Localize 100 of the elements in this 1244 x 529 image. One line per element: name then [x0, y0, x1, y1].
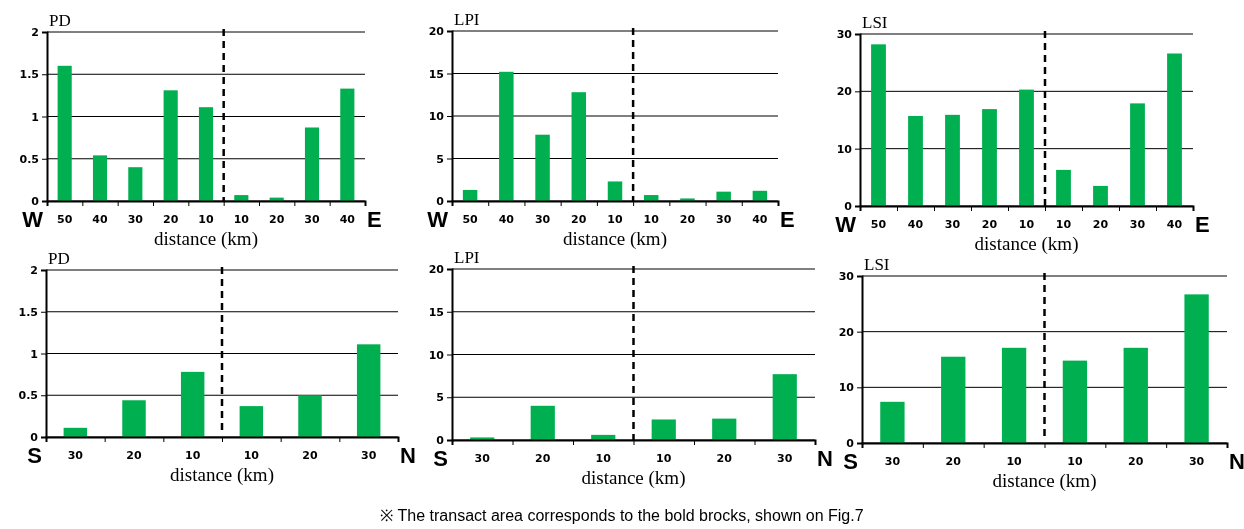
x-tick-label: 10: [1067, 455, 1083, 468]
bar: [1001, 347, 1027, 443]
x-tick-label: 20: [163, 213, 179, 226]
y-tick-label: 20: [838, 325, 855, 339]
x-tick-label: 40: [339, 213, 356, 226]
bar: [712, 418, 737, 440]
x-tick-label: 30: [534, 213, 551, 226]
y-tick-label: 1.5: [18, 305, 38, 319]
y-tick-label: 10: [838, 381, 855, 395]
bar: [234, 195, 249, 201]
bar: [57, 65, 72, 201]
y-tick-label: 1: [31, 110, 39, 124]
bar: [63, 427, 88, 437]
bar: [180, 371, 205, 437]
bar: [772, 374, 797, 440]
bar: [1093, 185, 1108, 206]
bar: [92, 155, 108, 201]
bar: [298, 395, 322, 437]
text: N: [400, 443, 416, 468]
text: ※ The transact area corresponds to the bold brocks, shown on Fig.7: [380, 507, 864, 524]
y-tick-label: 0: [31, 195, 40, 209]
x-tick-label: 10: [1018, 218, 1035, 231]
x-tick-label: 10: [243, 449, 260, 462]
y-tick-label: 10: [836, 142, 853, 156]
x-axis-title: distance (km): [992, 470, 1097, 492]
bar: [571, 92, 587, 201]
x-axis-title: distance (km): [974, 233, 1079, 255]
chart-title: LSI: [864, 255, 890, 274]
x-tick-label: 20: [126, 449, 142, 462]
x-tick-label: 30: [884, 455, 901, 468]
x-tick-label: 20: [302, 449, 318, 462]
y-tick-label: 0: [30, 431, 39, 445]
bar: [1056, 169, 1071, 206]
x-tick-label: 30: [716, 213, 732, 226]
chart-title: PD: [49, 11, 71, 30]
bar: [591, 434, 616, 440]
bar: [643, 195, 659, 201]
x-tick-label: 30: [1188, 455, 1205, 468]
bar: [1062, 360, 1088, 443]
y-tick-label: 0.5: [18, 389, 38, 403]
x-tick-label: 40: [1166, 218, 1183, 231]
bar: [941, 356, 966, 443]
x-tick-label: 50: [870, 218, 887, 231]
x-tick-label: 20: [1092, 218, 1109, 231]
bar: [945, 114, 960, 206]
y-tick-label: 20: [428, 25, 445, 39]
bar: [752, 190, 768, 201]
x-tick-label: 10: [198, 213, 214, 226]
x-tick-label: 10: [643, 213, 660, 226]
x-tick-label: 30: [304, 213, 320, 226]
x-tick-label: 30: [944, 218, 961, 231]
y-tick-label: 0: [436, 434, 445, 448]
x-tick-label: 20: [981, 218, 998, 231]
y-tick-label: 2: [30, 264, 38, 278]
chart-title: LPI: [454, 10, 480, 29]
text: W: [835, 212, 857, 237]
bar: [304, 127, 320, 201]
x-axis-title: distance (km): [563, 228, 667, 250]
x-tick-label: 10: [595, 452, 612, 465]
text: S: [843, 449, 858, 474]
x-tick-label: 30: [67, 449, 84, 462]
x-tick-label: 10: [607, 213, 623, 226]
bar: [535, 134, 550, 201]
bar: [239, 406, 264, 437]
y-tick-label: 1.5: [19, 68, 39, 82]
x-tick-label: 10: [1006, 455, 1023, 468]
x-tick-label: 10: [233, 213, 250, 226]
bar: [198, 107, 214, 201]
text: E: [780, 207, 795, 232]
x-tick-label: 20: [945, 455, 962, 468]
bar: [1123, 347, 1148, 443]
y-tick-label: 10: [428, 110, 445, 124]
x-tick-label: 10: [1055, 218, 1072, 231]
bar: [122, 400, 146, 437]
x-tick-label: 20: [679, 213, 696, 226]
y-tick-label: 0: [844, 200, 853, 214]
x-axis-title: distance (km): [154, 228, 258, 250]
y-tick-label: 0: [436, 195, 445, 209]
y-tick-label: 15: [428, 67, 444, 81]
x-axis-title: distance (km): [581, 467, 686, 489]
x-tick-label: 40: [752, 213, 768, 226]
y-tick-label: 2: [31, 26, 39, 40]
bar: [982, 109, 997, 206]
bar: [871, 44, 886, 206]
chart-title: LSI: [862, 13, 888, 32]
bar: [462, 189, 478, 201]
bar: [880, 401, 905, 443]
y-tick-label: 15: [428, 305, 444, 319]
x-tick-label: 40: [907, 218, 924, 231]
bar: [607, 181, 623, 201]
x-tick-label: 40: [498, 213, 515, 226]
x-tick-label: 10: [656, 452, 672, 465]
y-tick-label: 10: [428, 348, 445, 362]
x-tick-label: 30: [1129, 218, 1146, 231]
chart-title: LPI: [454, 248, 480, 267]
y-tick-label: 0.5: [19, 152, 39, 166]
text: S: [433, 446, 448, 471]
text: N: [1229, 449, 1244, 474]
x-axis-title: distance (km): [170, 464, 274, 486]
text: S: [27, 443, 42, 468]
